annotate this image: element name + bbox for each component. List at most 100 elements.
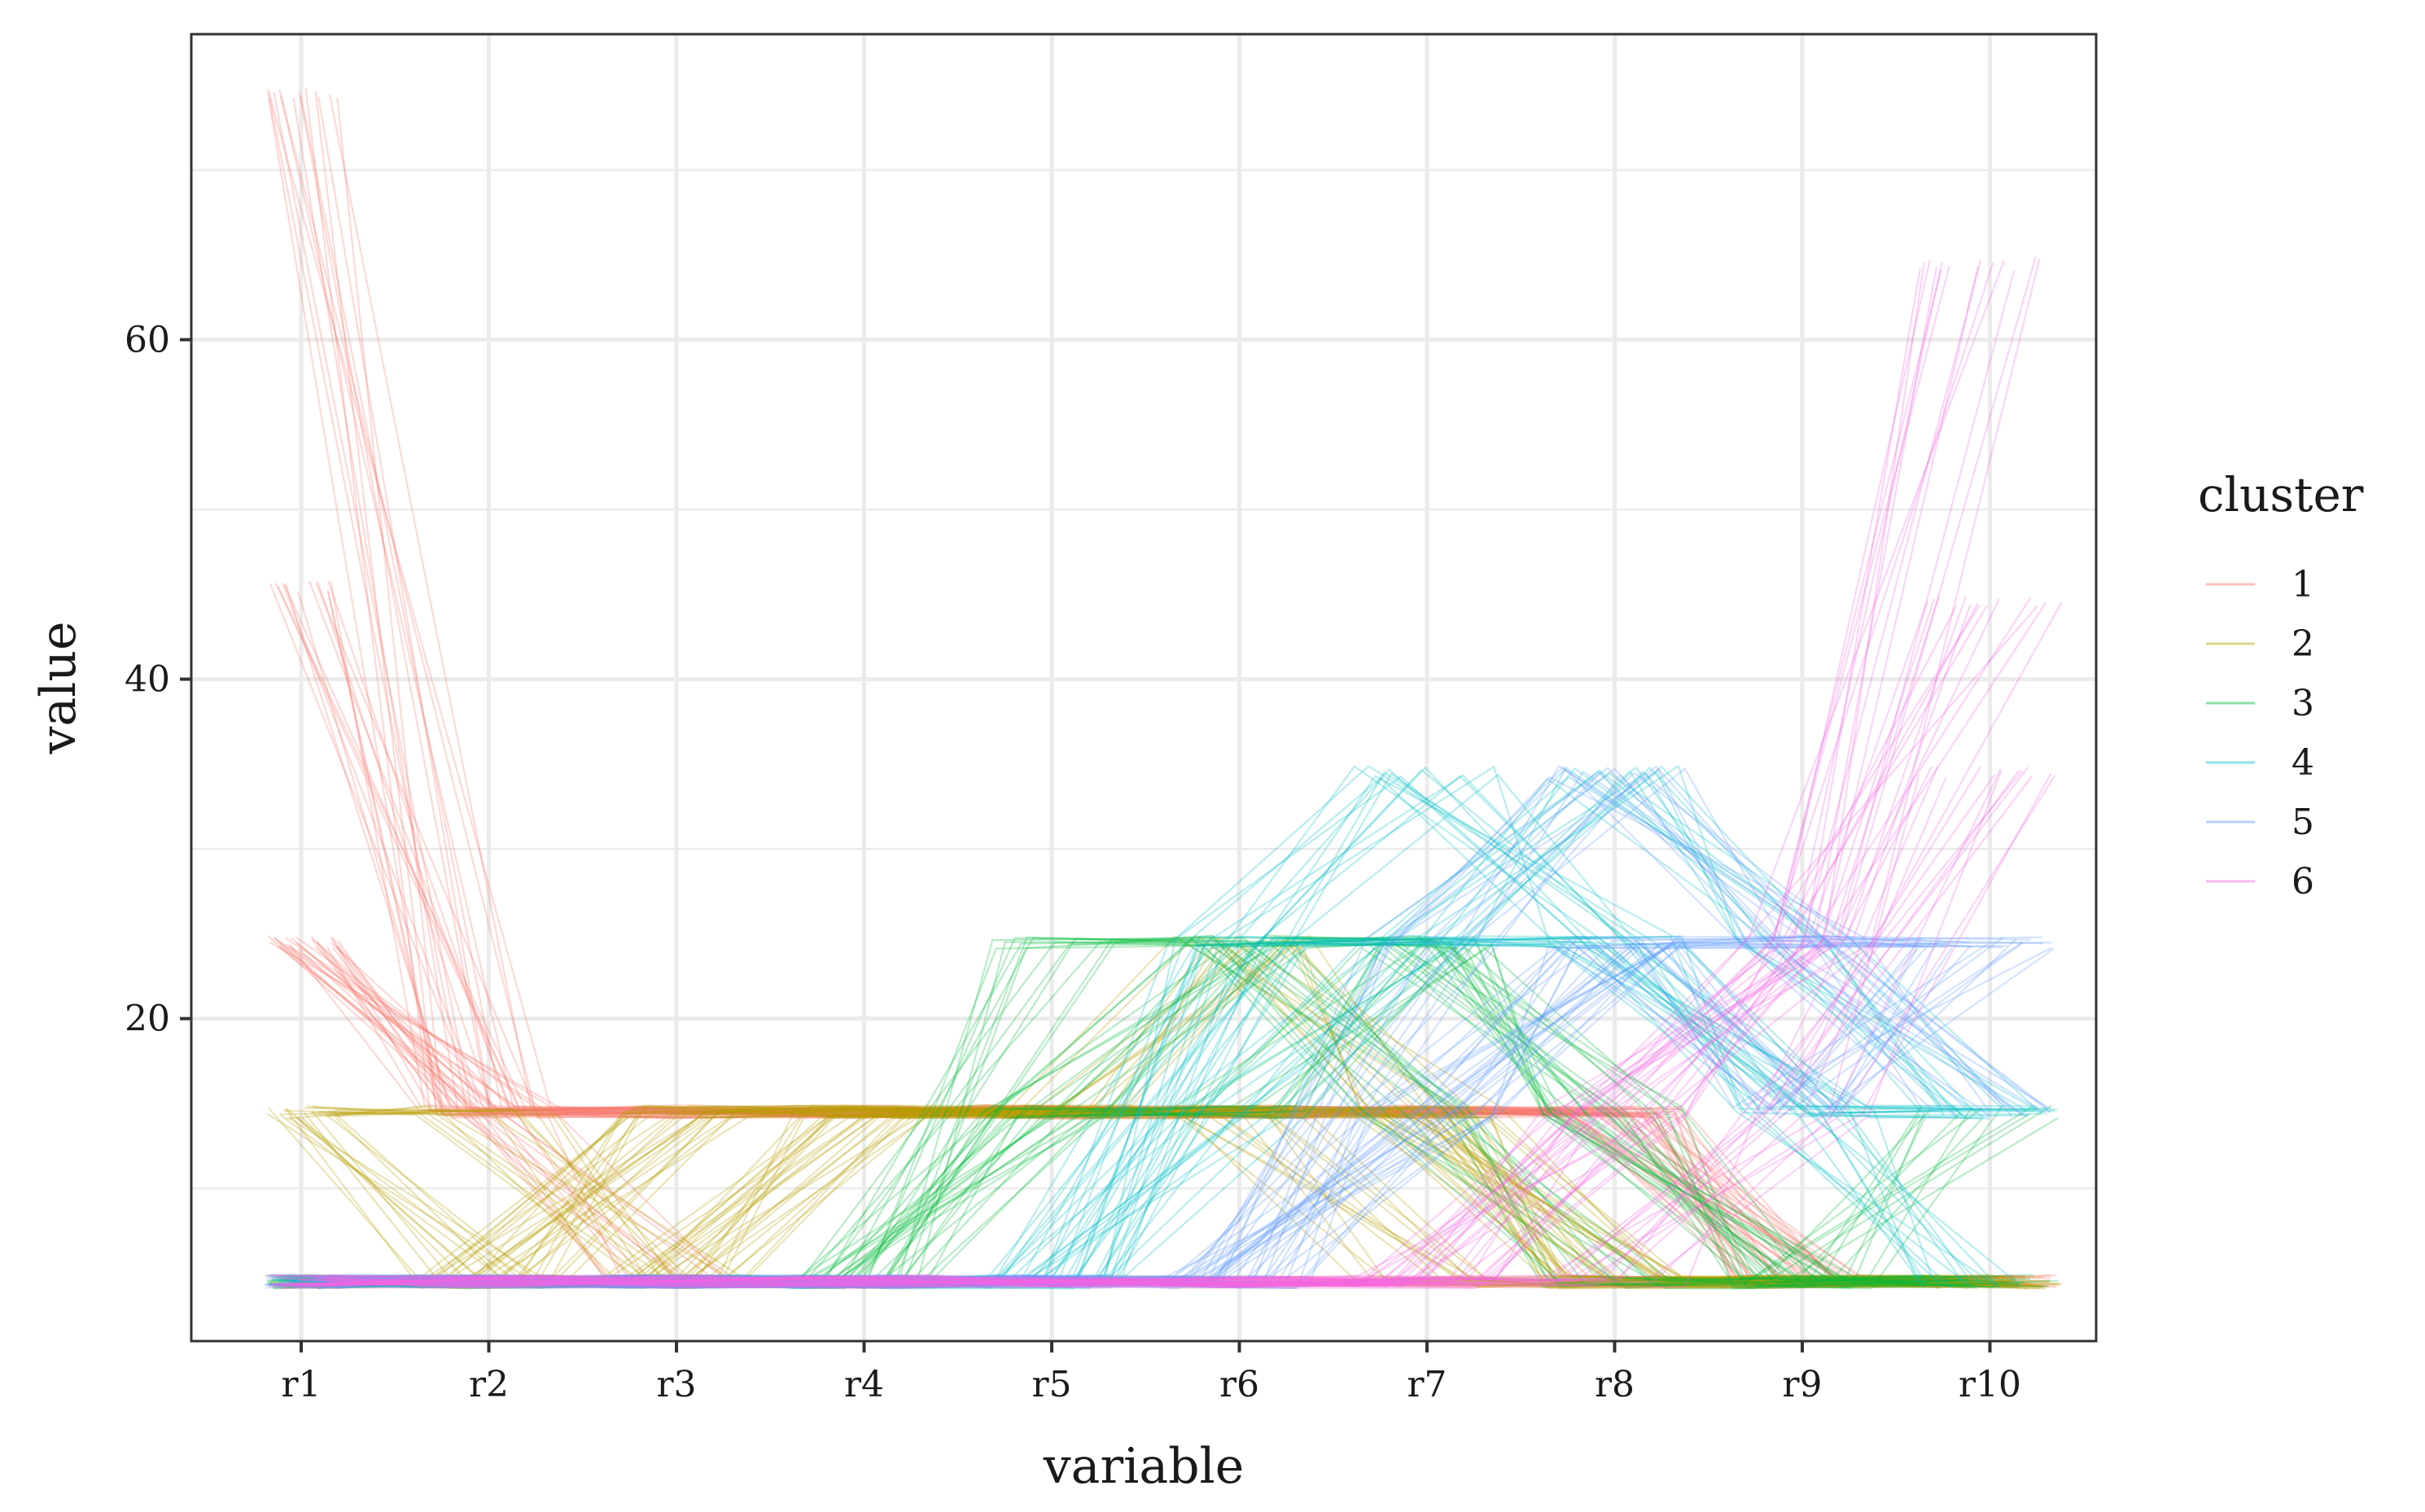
cluster-6-line (326, 261, 1925, 1289)
cluster-5-line (300, 939, 1918, 1288)
cluster-5-line (287, 764, 1991, 1286)
cluster-1-line (298, 948, 2034, 1284)
cluster-3-line (273, 937, 1946, 1290)
cluster-1-line (330, 581, 1933, 1279)
cluster-6-line (288, 598, 2000, 1287)
cluster-4-line (273, 766, 1981, 1289)
cluster-2-line (279, 1109, 1935, 1289)
cluster-2-line (326, 944, 2007, 1287)
cluster-2-line (316, 1109, 2040, 1287)
cluster-2-line (295, 1104, 1994, 1287)
cluster-2-line (317, 935, 2014, 1285)
cluster-5-line (317, 767, 1922, 1285)
cluster-2-line (304, 1107, 2041, 1290)
x-tick-label: r8 (1595, 1364, 1635, 1405)
cluster-4-line (290, 936, 2058, 1288)
cluster-2-line (336, 1107, 2007, 1290)
cluster-1-line (300, 96, 1971, 1281)
cluster-1-line (316, 941, 1997, 1284)
cluster-3-line (290, 943, 1933, 1288)
cluster-1-line (336, 97, 1946, 1288)
cluster-2-line (279, 934, 1929, 1287)
cluster-4-line (278, 768, 1999, 1290)
cluster-1-line (289, 946, 1963, 1287)
cluster-2-line (287, 1105, 1941, 1290)
cluster-2-line (299, 1107, 2016, 1290)
cluster-2-line (334, 946, 2029, 1290)
cluster-3-line (287, 942, 1976, 1287)
cluster-2-line (317, 1104, 2046, 1290)
cluster-2-line (316, 1109, 2025, 1283)
legend-label-5: 5 (2291, 802, 2314, 843)
cluster-2-line (287, 941, 2008, 1286)
cluster-3-line (314, 934, 1933, 1288)
cluster-1-line (283, 584, 2030, 1286)
cluster-4-line (318, 765, 1942, 1289)
cluster-5-line (335, 941, 1924, 1288)
cluster-2-line (335, 934, 1967, 1289)
y-axis-title: value (30, 621, 87, 754)
cluster-1-line (327, 592, 1941, 1282)
cluster-3-line (332, 937, 1984, 1288)
cluster-3-line (324, 937, 1925, 1286)
cluster-1-line (285, 937, 1989, 1287)
cluster-6-line (328, 603, 1979, 1289)
cluster-6-line (326, 598, 1935, 1289)
cluster-1-line (298, 91, 1931, 1288)
cluster-5-line (275, 944, 2052, 1287)
cluster-2-line (306, 944, 1969, 1288)
x-tick-label: r3 (656, 1364, 696, 1405)
cluster-6-line (280, 774, 1920, 1290)
cluster-2-line (300, 1105, 1997, 1290)
cluster-1-line (295, 936, 2007, 1287)
cluster-4-line (290, 775, 1919, 1289)
cluster-5-line (281, 944, 1953, 1289)
cluster-5-line (305, 941, 1971, 1287)
cluster-6-line (298, 269, 1942, 1289)
cluster-6-line (273, 766, 1933, 1289)
cluster-4-line (335, 766, 1970, 1288)
cluster-6-line (290, 774, 1996, 1286)
cluster-5-line (299, 942, 2055, 1288)
cluster-2-line (315, 1104, 2043, 1289)
cluster-5-line (295, 935, 1921, 1290)
cluster-3-line (278, 942, 1994, 1288)
cluster-5-line (330, 942, 2024, 1288)
cluster-6-line (291, 605, 1988, 1288)
x-tick-label: r6 (1219, 1364, 1259, 1405)
cluster-1-line (278, 89, 1919, 1288)
cluster-1-line (295, 942, 1977, 1289)
cluster-1-line (332, 946, 1975, 1289)
cluster-6-line (309, 260, 1982, 1286)
cluster-1-line (330, 942, 1976, 1283)
cluster-1-line (273, 91, 2057, 1286)
cluster-6-line (289, 601, 1928, 1288)
x-tick-label: r7 (1407, 1364, 1447, 1405)
cluster-5-line (265, 937, 2003, 1289)
cluster-1-line (276, 939, 1984, 1287)
y-tick-label: 40 (125, 659, 170, 701)
data-lines (265, 87, 2062, 1290)
cluster-5-line (302, 937, 1941, 1289)
cluster-6-line (324, 766, 1939, 1287)
cluster-6-line (294, 767, 2029, 1289)
cluster-5-line (278, 940, 1947, 1287)
cluster-1-line (330, 937, 1981, 1288)
cluster-4-line (287, 942, 2038, 1283)
cluster-5-line (326, 764, 2007, 1289)
legend-label-2: 2 (2291, 623, 2314, 665)
cluster-5-line (265, 771, 2013, 1287)
cluster-5-line (269, 937, 1921, 1286)
cluster-1-line (336, 939, 2051, 1289)
cluster-5-line (287, 773, 2028, 1287)
cluster-1-line (277, 585, 1963, 1287)
cluster-6-line (318, 262, 1994, 1289)
cluster-6-line (324, 604, 1972, 1290)
cluster-3-line (336, 941, 2033, 1289)
cluster-6-line (316, 256, 2037, 1287)
cluster-2-line (332, 1107, 2060, 1285)
cluster-2-line (295, 1104, 1972, 1289)
cluster-1-line (336, 946, 1925, 1287)
legend-label-1: 1 (2291, 564, 2314, 605)
cluster-4-line (316, 775, 1933, 1290)
